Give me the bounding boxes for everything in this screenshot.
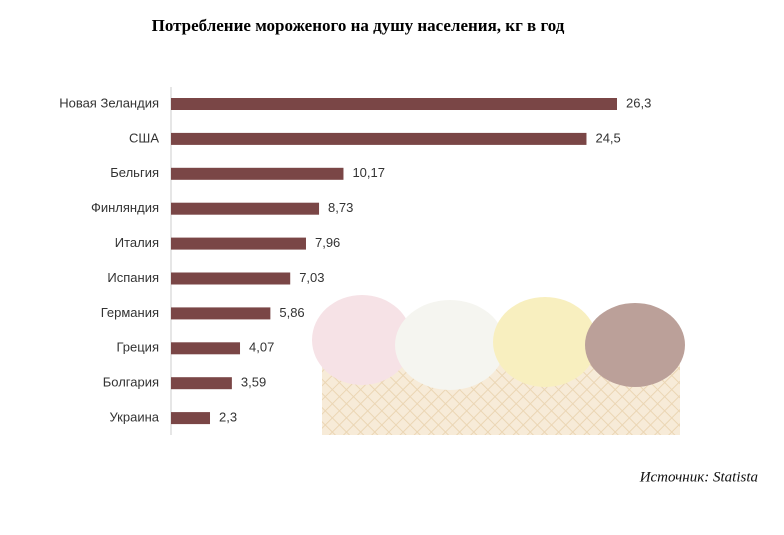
- data-label: 10,17: [352, 165, 385, 180]
- bar: [171, 307, 271, 320]
- y-tick-label: Греция: [116, 340, 159, 355]
- bar: [171, 377, 232, 390]
- data-label: 4,07: [249, 340, 274, 355]
- y-tick-label: Финляндия: [91, 200, 159, 215]
- y-tick-label: Испания: [107, 270, 159, 285]
- bar: [171, 272, 291, 285]
- data-label: 24,5: [595, 130, 620, 145]
- data-label: 26,3: [626, 95, 651, 110]
- data-label: 8,73: [328, 200, 353, 215]
- bar: [171, 167, 344, 180]
- y-tick-label: Новая Зеландия: [59, 95, 159, 110]
- y-tick-label: Украина: [110, 410, 160, 425]
- source-note: Источник: Statista: [639, 469, 758, 485]
- bar: [171, 202, 320, 215]
- ice-cream-image: [312, 295, 685, 435]
- data-label: 7,96: [315, 235, 340, 250]
- data-label: 2,3: [219, 410, 237, 425]
- bar: [171, 412, 211, 425]
- chart-title: Потребление мороженого на душу населения…: [152, 16, 565, 35]
- bar: [171, 98, 617, 110]
- y-tick-label: Болгария: [103, 375, 159, 390]
- data-label: 5,86: [279, 305, 304, 320]
- y-tick-label: США: [129, 130, 159, 145]
- bar: [171, 237, 306, 250]
- bar: [171, 132, 587, 145]
- data-label: 7,03: [299, 270, 324, 285]
- bar: [171, 342, 241, 355]
- data-label: 3,59: [241, 375, 266, 390]
- y-tick-label: Бельгия: [110, 165, 159, 180]
- y-tick-label: Италия: [115, 235, 159, 250]
- y-tick-label: Германия: [101, 305, 159, 320]
